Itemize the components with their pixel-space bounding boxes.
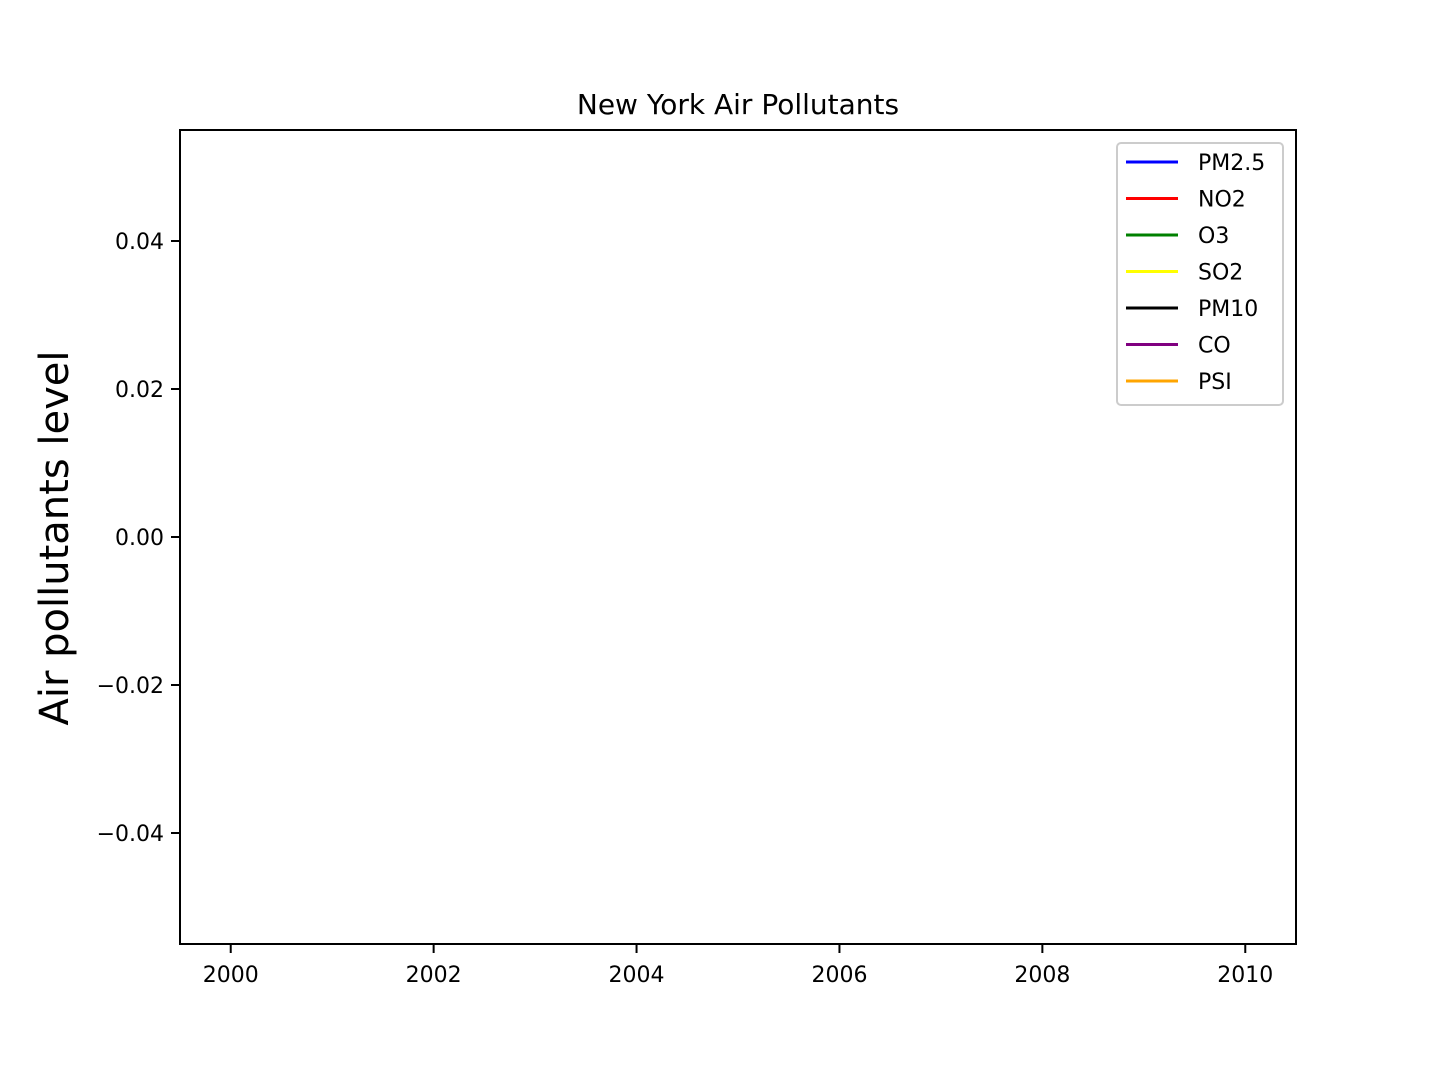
y-tick-label: −0.02	[97, 674, 164, 699]
axis-ticks: 2000 2002 2004 2006 2008 2010 0.04 0.02 0.00 −0.0…	[97, 230, 1274, 988]
x-tick-label: 2010	[1217, 963, 1273, 988]
x-tick-label: 2000	[203, 963, 259, 988]
x-tick-label: 2008	[1014, 963, 1070, 988]
legend-label: CO	[1198, 334, 1231, 359]
x-tick-label: 2002	[406, 963, 462, 988]
legend-label: PSI	[1198, 370, 1232, 395]
y-tick-label: 0.04	[115, 230, 164, 255]
y-tick-label: −0.04	[97, 822, 164, 847]
y-axis-label: Air pollutants level	[32, 351, 78, 726]
legend-label: NO2	[1198, 188, 1246, 213]
y-tick-label: 0.00	[115, 526, 164, 551]
legend-label: PM2.5	[1198, 151, 1265, 176]
legend-label: SO2	[1198, 261, 1243, 286]
legend-items: PM2.5 NO2 O3 SO2 PM10 CO PSI	[1126, 151, 1265, 395]
legend-label: PM10	[1198, 297, 1258, 322]
legend-box	[1116, 142, 1284, 406]
x-tick-label: 2004	[609, 963, 665, 988]
legend-label: O3	[1198, 224, 1229, 249]
legend: PM2.5 NO2 O3 SO2 PM10 CO PSI	[1116, 142, 1284, 406]
x-tick-label: 2006	[811, 963, 867, 988]
chart-title: New York Air Pollutants	[577, 88, 899, 121]
y-tick-label: 0.02	[115, 378, 164, 403]
plot-area-frame	[179, 129, 1297, 945]
